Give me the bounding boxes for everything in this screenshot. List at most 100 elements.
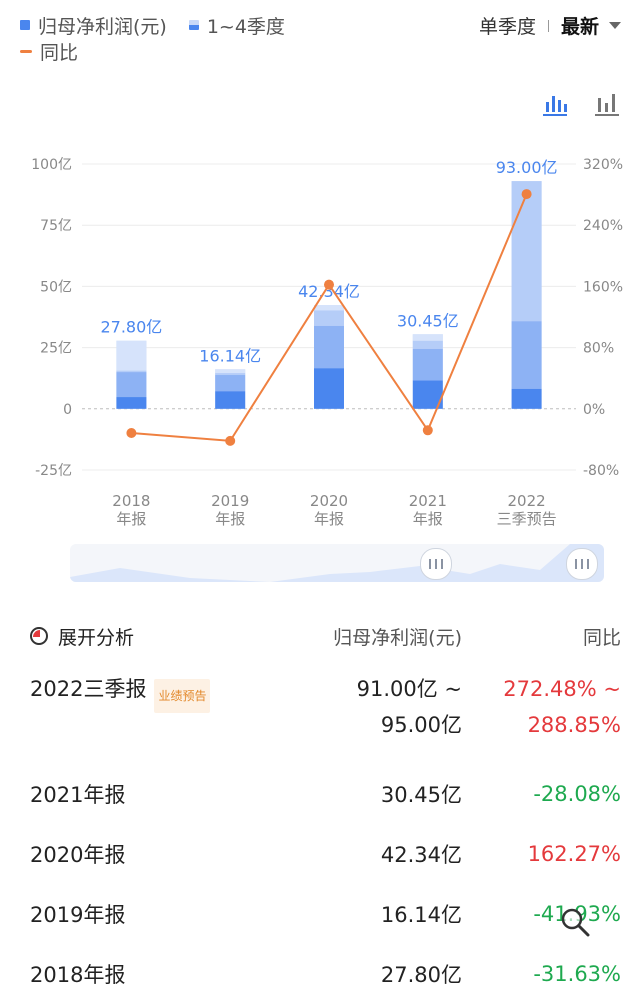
bar-value-label: 42.34亿 (298, 282, 360, 301)
y-right-tick-label: 80% (583, 341, 614, 357)
y-left-tick-label: 25亿 (40, 341, 72, 357)
x-tick-label: 2019 (211, 492, 249, 510)
y-left-tick-label: 0 (63, 402, 72, 418)
x-tick-label: 三季预告 (497, 510, 557, 528)
bar-quarter-segment (511, 181, 542, 322)
chart-type-switch (517, 92, 621, 116)
y-right-tick-label: 320% (583, 157, 623, 173)
table-row[interactable]: 2021年报 30.45亿 -28.08% (0, 764, 643, 824)
row-period: 2020年报 (30, 843, 126, 867)
yoy-point (324, 279, 334, 290)
table-row[interactable]: 2020年报 42.34亿 162.27% (0, 824, 643, 884)
bar-quarter-segment (314, 310, 344, 326)
legend-label-net-profit: 归母净利润(元) (38, 15, 167, 38)
scroller-left-handle[interactable] (420, 548, 452, 580)
y-left-tick-label: 100亿 (31, 157, 72, 173)
bar-quarter-segment (412, 340, 443, 349)
row-value: 16.14亿 (380, 903, 462, 927)
table-row[interactable]: 2022三季报 业绩预告 91.00亿 ~ 95.00亿 272.48% ~ 2… (0, 662, 643, 764)
latest-dropdown[interactable]: 最新 (560, 16, 599, 38)
x-tick-label: 年报 (314, 510, 344, 528)
table-row[interactable]: 2019年报 16.14亿 -41.93% (0, 884, 643, 944)
x-tick-label: 年报 (116, 510, 146, 528)
bar-quarter-segment (215, 391, 246, 409)
pie-chart-icon (30, 627, 48, 645)
legend-swatch-net-profit (20, 20, 30, 30)
legend-quarters[interactable]: 1~4季度 (188, 12, 285, 39)
bar-value-label: 16.14亿 (199, 346, 261, 365)
x-tick-label: 年报 (413, 510, 443, 528)
single-quarter-toggle[interactable]: 单季度 (478, 16, 536, 38)
y-left-tick-label: 50亿 (40, 279, 72, 295)
row-period: 2021年报 (30, 783, 126, 807)
legend-label-yoy: 同比 (40, 41, 79, 64)
scroller-right-handle[interactable] (566, 548, 598, 580)
analysis-table: 展开分析 归母净利润(元) 同比 2022三季报 业绩预告 91.00亿 ~ 9… (0, 610, 643, 1004)
x-tick-label: 2018 (112, 492, 150, 510)
legend-label-quarters: 1~4季度 (206, 15, 285, 38)
bar-quarter-segment (116, 370, 147, 373)
bar-quarter-segment (215, 373, 246, 376)
y-right-tick-label: -80% (583, 463, 619, 479)
legend-yoy[interactable]: 同比 (20, 38, 78, 65)
bar-quarter-segment (412, 334, 443, 341)
row-yoy: -31.63% (533, 962, 621, 986)
table-title: 展开分析 (58, 626, 135, 649)
legend-swatch-yoy (20, 49, 32, 53)
bar-quarter-segment (412, 348, 443, 381)
chart-legend: 归母净利润(元) 1~4季度 同比 (20, 12, 307, 64)
mode-divider (547, 19, 549, 32)
chevron-down-icon[interactable] (609, 22, 621, 29)
period-mode-selector: 单季度 最新 (479, 12, 621, 39)
bar-value-label: 27.80亿 (100, 318, 162, 337)
row-value-high: 95.00亿 (380, 713, 462, 737)
column-header-yoy: 同比 (582, 626, 621, 649)
x-tick-label: 年报 (215, 510, 245, 528)
y-left-tick-label: -25亿 (35, 463, 72, 479)
table-row[interactable]: 2018年报 27.80亿 -31.63% (0, 944, 643, 1004)
x-tick-label: 2020 (310, 492, 348, 510)
row-yoy-high: 288.85% (527, 713, 621, 737)
row-yoy: 162.27% (527, 842, 621, 866)
row-value: 42.34亿 (380, 843, 462, 867)
scroller-mini-area (70, 544, 604, 582)
forecast-badge: 业绩预告 (154, 679, 211, 713)
legend-net-profit[interactable]: 归母净利润(元) (20, 12, 167, 39)
row-yoy: -28.08% (533, 782, 621, 806)
bar-quarter-segment (116, 397, 147, 409)
y-right-tick-label: 240% (583, 218, 623, 234)
bar-quarter-segment (116, 340, 147, 371)
row-value: 27.80亿 (380, 963, 462, 987)
expand-analysis-button[interactable]: 展开分析 (0, 623, 270, 650)
bar-chart-icon[interactable] (595, 92, 621, 116)
table-header: 展开分析 归母净利润(元) 同比 (0, 610, 643, 662)
yoy-point (126, 427, 137, 438)
y-left-tick-label: 75亿 (40, 218, 72, 234)
range-scroller[interactable] (70, 544, 604, 582)
bar-quarter-segment (215, 369, 246, 374)
y-right-tick-label: 0% (583, 402, 605, 418)
legend-swatch-quarters (188, 20, 199, 30)
x-tick-label: 2022 (508, 492, 546, 510)
stacked-bar-chart-icon[interactable] (543, 92, 569, 116)
bar-quarter-segment (314, 305, 344, 311)
bar-value-label: 30.45亿 (397, 311, 459, 330)
column-header-value: 归母净利润(元) (333, 626, 462, 649)
row-period: 2018年报 (30, 963, 126, 987)
y-right-tick-label: 160% (583, 279, 623, 295)
bar-quarter-segment (511, 388, 542, 409)
bar-quarter-segment (511, 321, 542, 389)
bar-quarter-segment (116, 372, 147, 398)
yoy-point (521, 189, 532, 200)
row-period: 2022三季报 (30, 677, 147, 701)
x-tick-label: 2021 (409, 492, 447, 510)
bar-quarter-segment (215, 375, 246, 392)
row-value-low: 91.00亿 ~ (356, 677, 462, 701)
magnifier-icon[interactable] (560, 907, 590, 937)
row-yoy-low: 272.48% ~ (503, 677, 621, 701)
row-yoy: -41.93% (462, 902, 643, 926)
yoy-point (422, 425, 433, 436)
row-period: 2019年报 (30, 903, 126, 927)
bar-value-label: 93.00亿 (496, 158, 558, 177)
yoy-point (225, 435, 236, 446)
